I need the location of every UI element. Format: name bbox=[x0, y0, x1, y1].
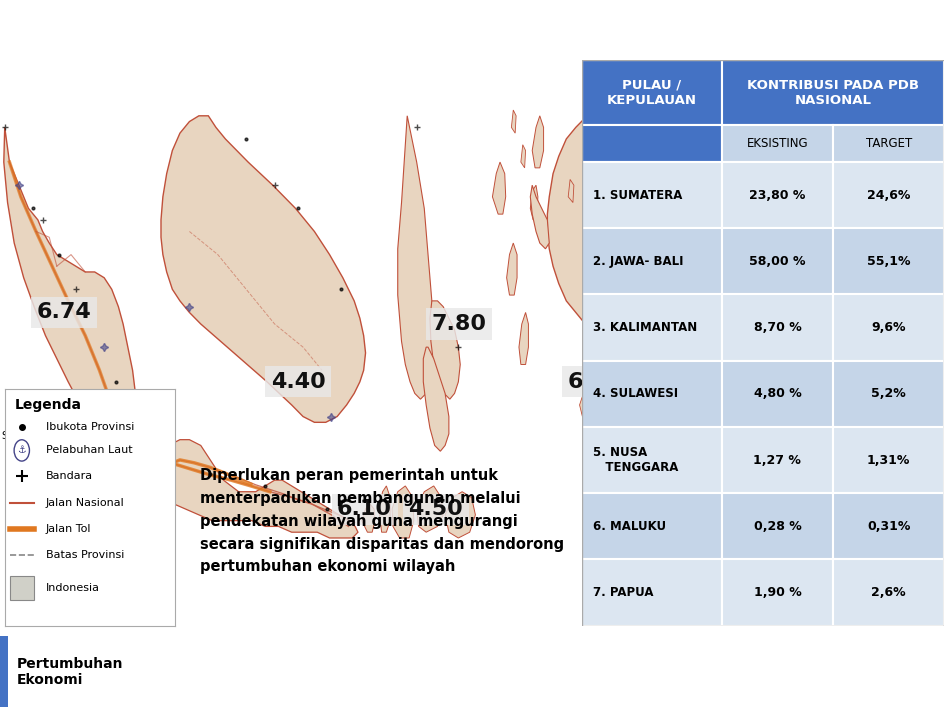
Text: ⚓: ⚓ bbox=[17, 445, 27, 455]
Text: 3. KALIMANTAN: 3. KALIMANTAN bbox=[593, 321, 698, 334]
Polygon shape bbox=[148, 440, 358, 538]
Bar bbox=[833, 294, 944, 361]
Bar bbox=[833, 559, 944, 626]
Polygon shape bbox=[530, 185, 538, 220]
Text: 6. MALUKU: 6. MALUKU bbox=[593, 520, 667, 533]
Text: KONTRIBUSI PADA PDB
NASIONAL: KONTRIBUSI PADA PDB NASIONAL bbox=[747, 78, 919, 107]
Bar bbox=[722, 228, 833, 294]
Text: 5,2%: 5,2% bbox=[871, 387, 906, 400]
Polygon shape bbox=[398, 116, 438, 399]
Bar bbox=[582, 361, 722, 427]
Bar bbox=[722, 361, 833, 427]
Text: Pertumbuhan Ekonomi  Pulau/Kepulauan dan Kontribusi pada PDB: Pertumbuhan Ekonomi Pulau/Kepulauan dan … bbox=[9, 17, 896, 41]
Bar bbox=[833, 493, 944, 559]
Polygon shape bbox=[511, 110, 516, 133]
Text: 1,90 %: 1,90 % bbox=[754, 586, 801, 599]
Text: 7.80: 7.80 bbox=[432, 314, 487, 334]
Text: 2,6%: 2,6% bbox=[871, 586, 906, 599]
Polygon shape bbox=[4, 127, 156, 527]
Bar bbox=[833, 125, 944, 162]
Text: Indonesia: Indonesia bbox=[45, 583, 99, 592]
Polygon shape bbox=[580, 393, 587, 416]
Bar bbox=[833, 427, 944, 493]
Text: 0,31%: 0,31% bbox=[867, 520, 910, 533]
Text: EKSISTING: EKSISTING bbox=[746, 137, 808, 150]
Bar bbox=[833, 228, 944, 294]
Bar bbox=[582, 162, 722, 228]
Polygon shape bbox=[379, 486, 390, 532]
Bar bbox=[582, 559, 722, 626]
Bar bbox=[722, 162, 833, 228]
Text: Pelabuhan Laut: Pelabuhan Laut bbox=[45, 445, 133, 455]
Polygon shape bbox=[521, 145, 526, 168]
Bar bbox=[833, 361, 944, 427]
Polygon shape bbox=[519, 312, 528, 365]
Text: 5. NUSA
   TENGGARA: 5. NUSA TENGGARA bbox=[593, 446, 679, 474]
Text: TARGET: TARGET bbox=[866, 137, 912, 150]
Text: 1,31%: 1,31% bbox=[867, 454, 910, 467]
Text: Ibukota Provinsi: Ibukota Provinsi bbox=[45, 422, 134, 432]
Bar bbox=[722, 125, 833, 162]
Bar bbox=[582, 228, 722, 294]
Text: 4.40: 4.40 bbox=[271, 372, 326, 392]
Text: Pertumbuhan
Ekonomi: Pertumbuhan Ekonomi bbox=[17, 657, 123, 686]
Polygon shape bbox=[547, 116, 689, 399]
Text: 4.50: 4.50 bbox=[408, 499, 463, 519]
Text: Jalan Tol: Jalan Tol bbox=[45, 524, 91, 534]
Text: 4. SULAWESI: 4. SULAWESI bbox=[593, 387, 678, 400]
Polygon shape bbox=[532, 116, 544, 168]
Bar bbox=[9, 576, 34, 600]
Polygon shape bbox=[530, 185, 549, 249]
Polygon shape bbox=[430, 301, 460, 399]
Text: Sumber : RPJMN 2015-2019: Sumber : RPJMN 2015-2019 bbox=[2, 431, 146, 441]
Text: 9,6%: 9,6% bbox=[871, 321, 906, 334]
Text: Legenda: Legenda bbox=[15, 398, 82, 412]
Bar bbox=[582, 427, 722, 493]
Text: 55,1%: 55,1% bbox=[867, 255, 910, 268]
Text: 2. JAWA- BALI: 2. JAWA- BALI bbox=[593, 255, 684, 268]
Text: 24,6%: 24,6% bbox=[867, 189, 910, 201]
Bar bbox=[582, 493, 722, 559]
Bar bbox=[0, 636, 8, 707]
Text: Bandara: Bandara bbox=[45, 472, 93, 481]
Polygon shape bbox=[492, 162, 506, 214]
Polygon shape bbox=[161, 116, 366, 422]
Bar bbox=[722, 493, 833, 559]
Text: 6.10: 6.10 bbox=[337, 499, 392, 519]
Bar bbox=[833, 162, 944, 228]
Text: 6.40: 6.40 bbox=[567, 372, 622, 392]
Text: 6.74: 6.74 bbox=[37, 303, 92, 322]
Text: Jalan Nasional: Jalan Nasional bbox=[45, 498, 124, 508]
Bar bbox=[582, 294, 722, 361]
Text: Diperlukan peran pemerintah untuk
menterpadukan pembangunan melalui
pendekatan w: Diperlukan peran pemerintah untuk menter… bbox=[200, 468, 564, 575]
Polygon shape bbox=[362, 503, 375, 532]
Text: 7. PAPUA: 7. PAPUA bbox=[593, 586, 653, 599]
Bar bbox=[722, 559, 833, 626]
Polygon shape bbox=[392, 486, 414, 538]
Text: 58,00 %: 58,00 % bbox=[749, 255, 806, 268]
Text: PULAU /
KEPULAUAN: PULAU / KEPULAUAN bbox=[607, 78, 697, 107]
Polygon shape bbox=[423, 347, 449, 451]
Text: Batas Provinsi: Batas Provinsi bbox=[45, 549, 124, 560]
Bar bbox=[722, 60, 944, 125]
Bar bbox=[582, 60, 722, 125]
Polygon shape bbox=[445, 492, 475, 538]
Polygon shape bbox=[568, 180, 574, 203]
Text: 8,70 %: 8,70 % bbox=[754, 321, 801, 334]
Text: 1,27 %: 1,27 % bbox=[754, 454, 801, 467]
Polygon shape bbox=[507, 243, 517, 295]
Bar bbox=[722, 294, 833, 361]
Text: 0,28 %: 0,28 % bbox=[754, 520, 801, 533]
Text: 23,80 %: 23,80 % bbox=[749, 189, 806, 201]
Text: 1. SUMATERA: 1. SUMATERA bbox=[593, 189, 683, 201]
Text: 4,80 %: 4,80 % bbox=[754, 387, 801, 400]
Bar bbox=[722, 427, 833, 493]
Bar bbox=[582, 125, 722, 162]
Text: 9.8: 9.8 bbox=[771, 279, 811, 299]
Polygon shape bbox=[417, 486, 443, 532]
